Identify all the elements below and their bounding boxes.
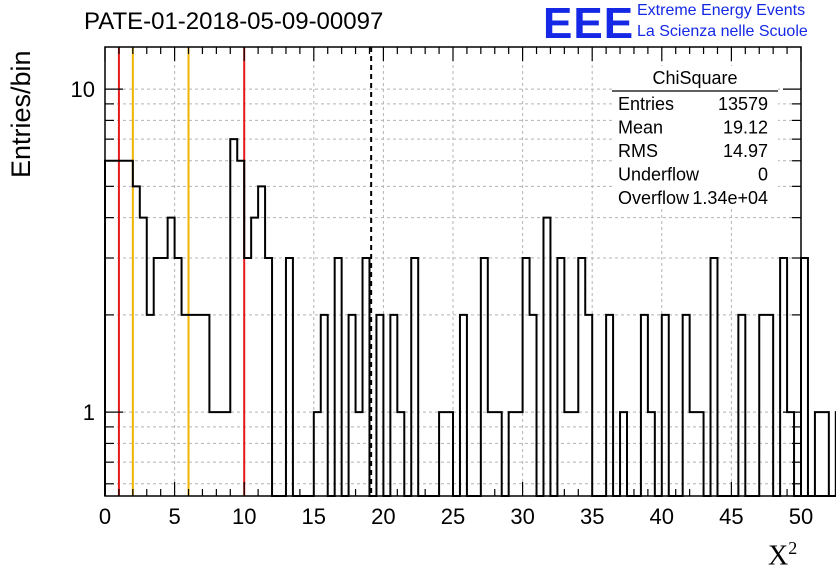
x-axis-label-sup: 2 bbox=[788, 538, 798, 558]
x-tick-label: 40 bbox=[650, 504, 674, 529]
x-tick-label: 45 bbox=[719, 504, 743, 529]
stats-label: Mean bbox=[618, 118, 663, 138]
x-tick-label: 20 bbox=[371, 504, 395, 529]
y-tick-label: 10 bbox=[71, 77, 95, 102]
reference-lines bbox=[117, 47, 373, 496]
stats-label: Overflow bbox=[618, 188, 690, 208]
x-tick-label: 10 bbox=[232, 504, 256, 529]
stats-label: Underflow bbox=[618, 165, 700, 185]
x-tick-label: 0 bbox=[99, 504, 111, 529]
stats-box: ChiSquare Entries 13579 Mean 19.12 RMS 14.97 Un… bbox=[612, 66, 778, 208]
stats-value: 0 bbox=[758, 165, 768, 185]
x-tick-label: 15 bbox=[302, 504, 326, 529]
stats-value: 13579 bbox=[718, 94, 768, 114]
stats-label: Entries bbox=[618, 94, 674, 114]
x-tick-label: 30 bbox=[510, 504, 534, 529]
x-tick-label: 5 bbox=[168, 504, 180, 529]
stats-box-bg bbox=[612, 66, 778, 206]
stats-value: 1.34e+04 bbox=[692, 188, 768, 208]
plot-title: PATE-01-2018-05-09-00097 bbox=[84, 8, 384, 35]
x-tick-label: 25 bbox=[441, 504, 465, 529]
x-tick-label: 50 bbox=[789, 504, 813, 529]
histogram-outline bbox=[104, 138, 836, 497]
eee-logo: EEE bbox=[543, 0, 635, 48]
logo-text-line2: La Scienza nelle Scuole bbox=[637, 23, 808, 40]
stats-box-title: ChiSquare bbox=[652, 68, 737, 88]
x-axis-label-text: X bbox=[768, 540, 789, 572]
stats-label: RMS bbox=[618, 141, 658, 161]
x-tick-label: 35 bbox=[580, 504, 604, 529]
stats-value: 19.12 bbox=[723, 118, 768, 138]
x-axis-label: X2 bbox=[768, 538, 797, 572]
axis-ticks: 0 5 10 15 20 25 30 35 40 45 50 1 10 bbox=[71, 47, 813, 529]
y-tick-label: 1 bbox=[83, 400, 95, 425]
stats-value: 14.97 bbox=[723, 141, 768, 161]
histogram-bins bbox=[104, 138, 836, 497]
logo-text-line1: Extreme Energy Events bbox=[637, 2, 806, 19]
